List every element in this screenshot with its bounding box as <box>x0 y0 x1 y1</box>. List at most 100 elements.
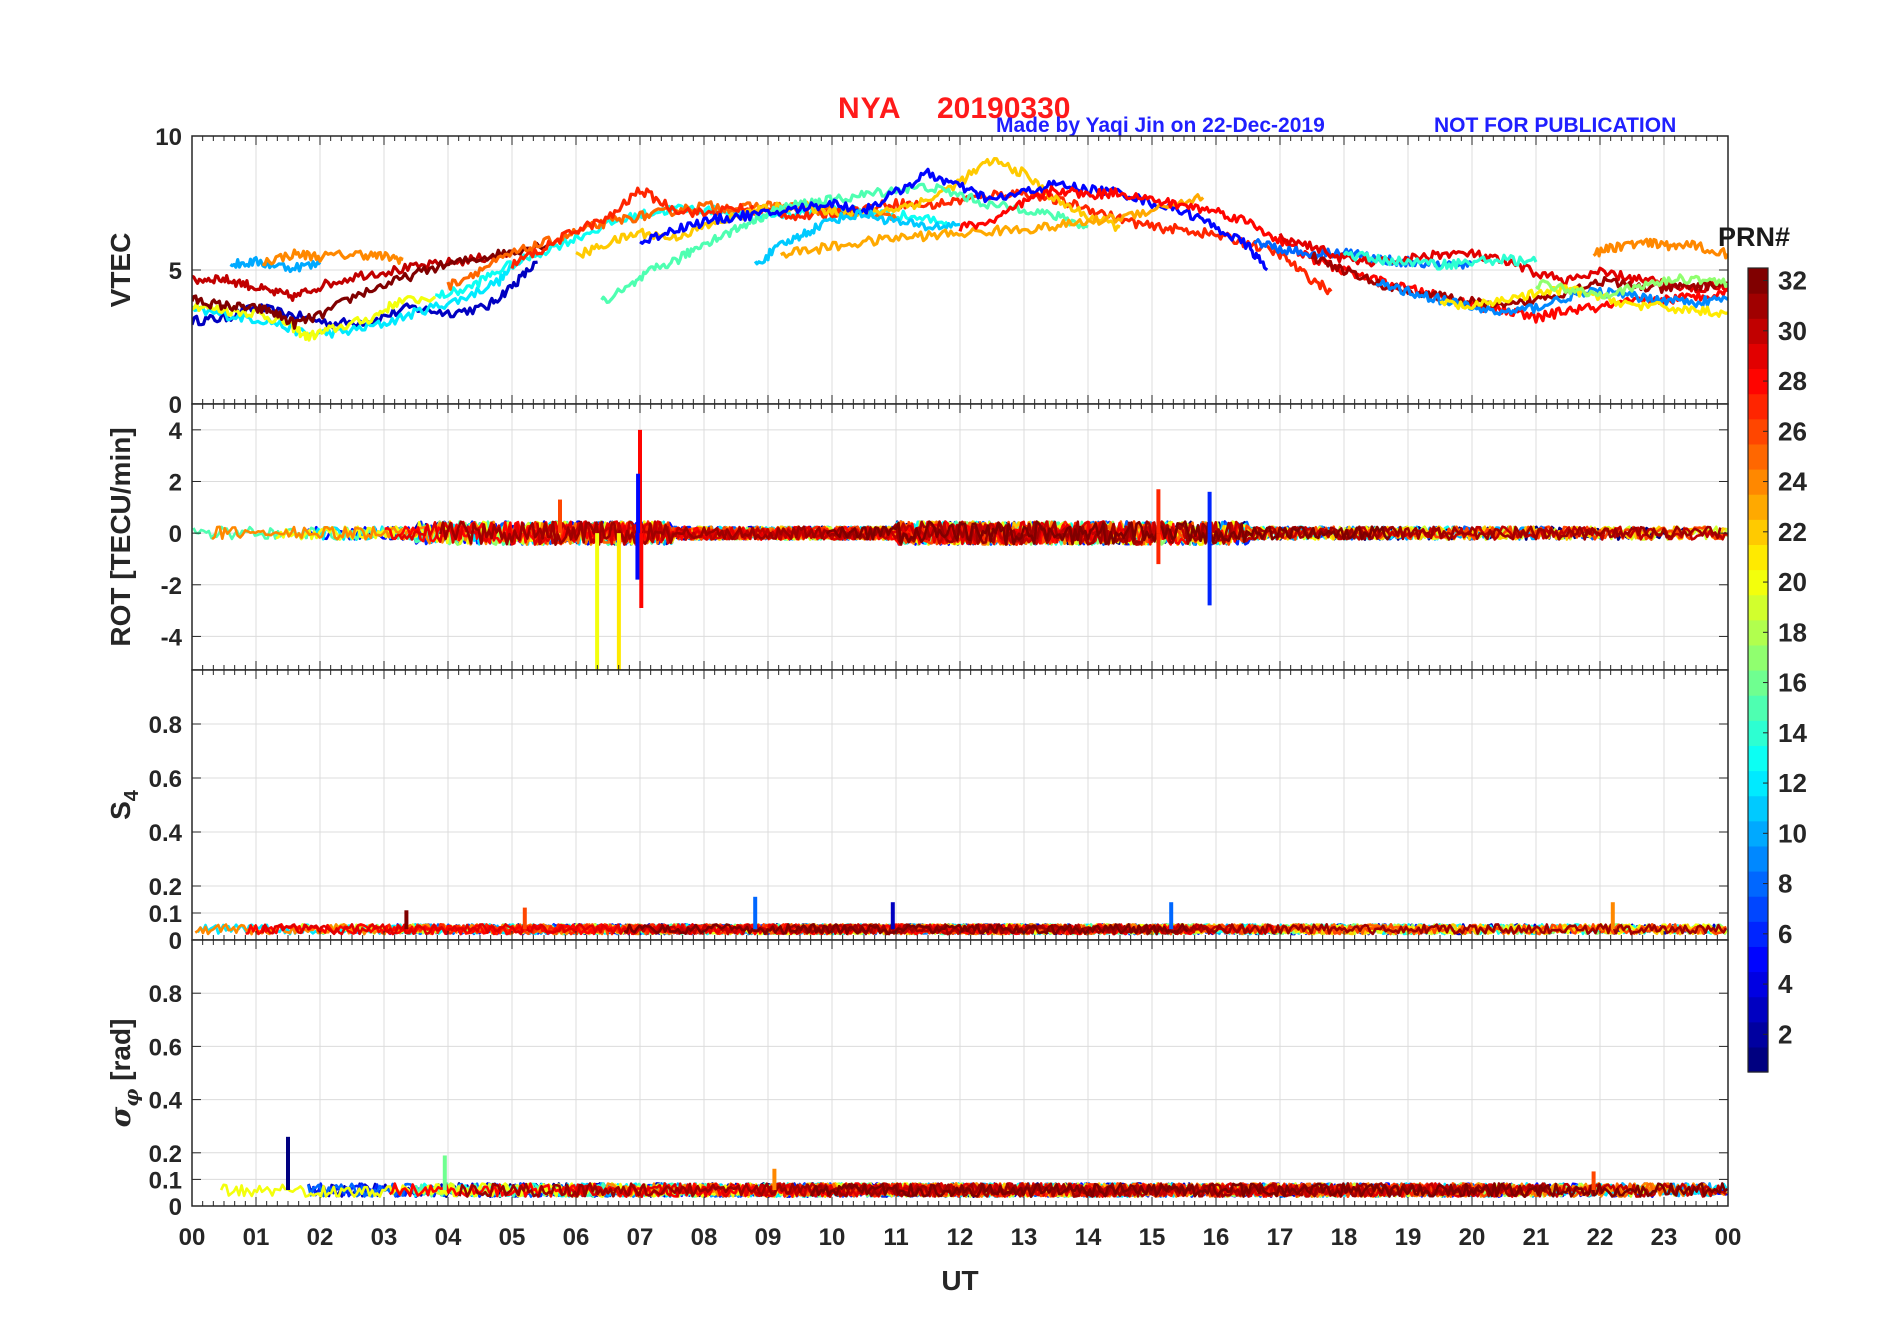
colorbar-cell <box>1748 393 1768 420</box>
vtec-line-prn-17 <box>1535 273 1728 300</box>
x-tick-label: 04 <box>435 1224 462 1251</box>
x-tick-label: 19 <box>1395 1224 1422 1251</box>
colorbar-cell <box>1748 996 1768 1023</box>
y-tick-label: 0.6 <box>149 1034 182 1061</box>
colorbar-tick-label: 2 <box>1778 1019 1792 1049</box>
colorbar-cell <box>1748 443 1768 470</box>
x-tick-label: 12 <box>947 1224 974 1251</box>
vtec-line-prn-12 <box>192 253 527 339</box>
trace-prn-31 <box>788 922 1728 936</box>
colorbar-tick-label: 14 <box>1778 718 1807 748</box>
colorbar-cell <box>1748 318 1768 344</box>
colorbar-cell <box>1748 268 1768 294</box>
panel-vtec: 0 5 10 VTEC <box>105 124 1729 419</box>
colorbar-cell <box>1748 670 1768 696</box>
y-tick-label: 2 <box>169 469 182 496</box>
colorbar-cell <box>1748 1021 1768 1048</box>
x-tick-label: 08 <box>691 1224 718 1251</box>
colorbar-tick-label: 10 <box>1778 818 1807 848</box>
colorbar-cell <box>1748 820 1768 847</box>
colorbar-tick-label: 26 <box>1778 416 1807 446</box>
panel-rot: -4 -2 0 2 4 ROT [TECU/min] <box>105 403 1729 671</box>
vtec-line-prn-32 <box>192 241 552 330</box>
x-tick-label: 07 <box>627 1224 654 1251</box>
vtec-line-prn-09 <box>1375 279 1728 316</box>
x-tick-label: 00 <box>179 1224 206 1251</box>
colorbar-cell <box>1748 770 1768 797</box>
colorbar-tick-label: 22 <box>1778 517 1807 547</box>
y-axis-label: ROT [TECU/min] <box>105 427 136 646</box>
x-axis-label: UT <box>941 1265 978 1296</box>
x-tick-label: 20 <box>1459 1224 1486 1251</box>
colorbar-tick-label: 24 <box>1778 467 1807 497</box>
vtec-line-prn-27 <box>510 186 1333 296</box>
y-tick-label: 5 <box>169 258 182 285</box>
x-tick-label: 18 <box>1331 1224 1358 1251</box>
x-tick-label: 22 <box>1587 1224 1614 1251</box>
colorbar-cell <box>1748 946 1768 973</box>
y-tick-label: 0.1 <box>149 901 182 928</box>
vtec-line-prn-24b <box>1592 237 1728 260</box>
colorbar-cell <box>1748 720 1768 746</box>
y-tick-label: 0.8 <box>149 981 182 1008</box>
x-tick-label: 10 <box>819 1224 846 1251</box>
colorbar-tick-label: 16 <box>1778 668 1807 698</box>
x-tick-label: 05 <box>499 1224 526 1251</box>
x-tick-label: 00 <box>1715 1224 1742 1251</box>
colorbar-cell <box>1748 1046 1768 1073</box>
colorbar-cell <box>1748 418 1768 445</box>
y-tick-label: 0 <box>169 928 182 955</box>
colorbar-tick-label: 4 <box>1778 969 1793 999</box>
colorbar-cell <box>1748 469 1768 495</box>
x-tick-label: 14 <box>1075 1224 1102 1251</box>
y-axis-label: σφ [rad] <box>104 1019 143 1128</box>
colorbar-tick-label: 32 <box>1778 266 1807 296</box>
colorbar-tick-label: 20 <box>1778 567 1807 597</box>
vtec-line-prn-23 <box>780 193 1205 259</box>
y-tick-label: 0.2 <box>149 1141 182 1168</box>
colorbar-tick-label: 12 <box>1778 768 1807 798</box>
colorbar-cell <box>1748 871 1768 897</box>
colorbar-cell <box>1748 845 1768 872</box>
notice-text: NOT FOR PUBLICATION <box>1434 114 1677 137</box>
y-axis-label: S4 <box>105 789 143 820</box>
y-tick-label: 0.2 <box>149 874 182 901</box>
colorbar-cell <box>1748 619 1768 646</box>
x-tick-label: 13 <box>1011 1224 1038 1251</box>
colorbar-cell <box>1748 745 1768 772</box>
data-layer <box>219 1136 1728 1198</box>
colorbar-cell <box>1748 921 1768 947</box>
x-tick-label: 01 <box>243 1224 270 1251</box>
y-tick-label: 0 <box>169 392 182 419</box>
colorbar-title: PRN# <box>1718 222 1790 252</box>
colorbar-cell <box>1748 368 1768 395</box>
credit-text: Made by Yaqi Jin on 22-Dec-2019 <box>996 114 1325 137</box>
colorbar-cell <box>1748 293 1768 319</box>
colorbar-cell <box>1748 971 1768 998</box>
colorbar-cell <box>1748 695 1768 721</box>
data-layer <box>194 896 1728 936</box>
colorbar-tick-label: 18 <box>1778 617 1807 647</box>
vtec-line-prn-15 <box>600 182 1089 304</box>
x-tick-label: 21 <box>1523 1224 1550 1251</box>
colorbar-cell <box>1748 896 1768 922</box>
y-tick-label: 0.6 <box>149 766 182 793</box>
x-tick-label: 16 <box>1203 1224 1230 1251</box>
trace-prn-32 <box>809 1182 1728 1198</box>
x-tick-label: 03 <box>371 1224 398 1251</box>
x-tick-label: 11 <box>883 1224 908 1251</box>
vtec-line-prn-28 <box>958 185 1728 324</box>
panel-sigma_phi: 00.10.2 0.4 0.6 0.8σφ [rad] <box>104 939 1729 1221</box>
trace-prn-31 <box>458 1182 1549 1198</box>
trace-prn-31 <box>439 520 1722 547</box>
station-title: NYA <box>838 92 902 125</box>
vtec-line-prn-30 <box>192 251 513 302</box>
colorbar-tick-label: 8 <box>1778 869 1792 899</box>
vtec-line-prn-14 <box>1342 250 1538 271</box>
y-tick-label: 0.1 <box>149 1167 182 1194</box>
y-tick-label: 0.4 <box>149 820 183 847</box>
vtec-line-prn-24 <box>261 248 404 267</box>
